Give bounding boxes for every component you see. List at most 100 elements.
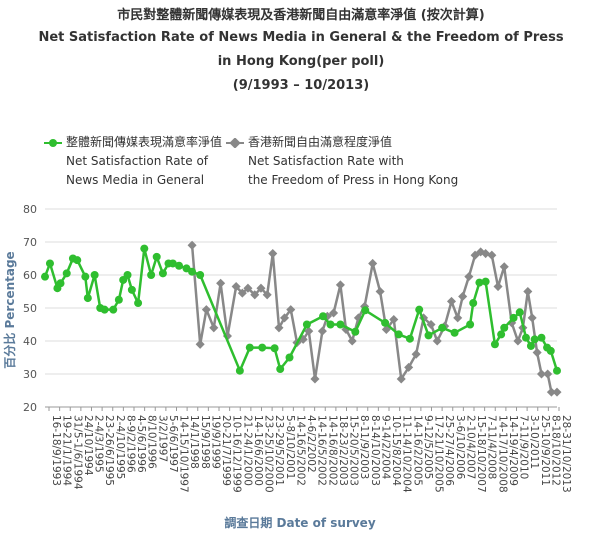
x-tick-label: 28-31/10/2013 xyxy=(560,415,572,493)
data-point xyxy=(481,277,490,286)
data-point xyxy=(187,240,197,250)
data-point xyxy=(201,305,211,315)
data-point xyxy=(62,269,71,278)
x-tick-label: 14-16/5/2002 xyxy=(316,415,328,486)
data-point xyxy=(499,262,509,272)
data-point xyxy=(81,272,90,281)
data-point xyxy=(335,280,345,290)
data-point xyxy=(375,286,385,297)
data-point xyxy=(134,299,143,308)
data-point xyxy=(100,305,109,314)
x-tick-label: 25-10/9/2011 xyxy=(539,415,551,486)
legend-label-zh: 整體新聞傳媒表現滿意率淨值 xyxy=(66,135,223,149)
legend-item-news-media[interactable]: 整體新聞傳媒表現滿意率淨值 Net Satisfaction Rate of N… xyxy=(44,133,222,190)
data-point xyxy=(453,313,463,323)
data-point xyxy=(490,340,499,349)
x-tick-label: 4-6/2/2002 xyxy=(305,415,317,473)
data-point xyxy=(526,341,535,350)
data-point xyxy=(90,271,99,279)
x-tick-label: 8-14/10/2003 xyxy=(369,415,381,486)
data-point xyxy=(450,328,459,337)
x-tick-label: 21-24/1/2000 xyxy=(241,415,253,486)
x-tick-label: 15/9/1998 xyxy=(199,415,211,469)
legend-label-en-line2: the Freedom of Press in Hong Kong xyxy=(248,173,459,187)
series-news-media xyxy=(41,244,561,375)
legend-marker-green xyxy=(44,138,62,147)
data-point xyxy=(168,259,177,268)
x-tick-label: 2-4/10/1995 xyxy=(114,415,126,479)
data-point xyxy=(523,286,533,297)
data-point xyxy=(521,333,530,342)
data-point xyxy=(258,343,267,352)
x-tick-label: 23-25/10/2000 xyxy=(263,415,275,493)
data-point xyxy=(368,258,378,268)
x-tick-label: 15-20/5/2003 xyxy=(348,415,360,486)
data-point xyxy=(347,336,357,346)
data-point xyxy=(276,365,285,374)
data-point xyxy=(56,279,65,288)
x-tick-label: 7-11/9/2010 xyxy=(518,415,530,479)
data-point xyxy=(351,327,360,336)
data-point xyxy=(216,278,226,288)
data-point xyxy=(466,320,475,329)
x-tick-label: 25-27/4/2006 xyxy=(443,415,455,486)
data-point xyxy=(41,272,49,281)
x-tick-label: 14-16/8/2002 xyxy=(326,415,338,486)
data-point xyxy=(515,308,524,317)
legend-item-press-freedom[interactable]: 香港新聞自由滿意程度淨值 Net Satisfaction Rate with … xyxy=(226,133,458,190)
y-tick-label: 60 xyxy=(23,269,37,282)
data-point xyxy=(152,252,161,261)
x-tick-label: 3/2/1997 xyxy=(156,415,168,462)
chart-title-period: (9/1993 – 10/2013) xyxy=(232,78,370,93)
data-point xyxy=(487,250,497,260)
data-point xyxy=(196,271,205,279)
y-tick-label: 50 xyxy=(23,302,37,315)
data-point xyxy=(147,271,156,279)
x-tick-label: 10-16/12/1999 xyxy=(231,415,243,493)
data-point xyxy=(73,256,82,265)
x-tick-label: 8-18/10/2012 xyxy=(549,415,561,486)
x-tick-label: 15-18/10/2007 xyxy=(475,415,487,493)
data-point xyxy=(475,278,484,287)
data-point xyxy=(231,282,241,292)
x-tick-label: 5-8/10/2001 xyxy=(284,415,296,479)
y-tick-label: 30 xyxy=(23,368,37,381)
data-point xyxy=(188,267,197,276)
x-tick-label: 8/10/1996 xyxy=(146,415,158,469)
x-tick-label: 3-6/10/2006 xyxy=(454,415,466,480)
data-point xyxy=(285,353,294,362)
legend-label-en-line1: Net Satisfaction Rate with xyxy=(248,154,404,168)
data-point xyxy=(317,326,327,336)
x-tick-label: 4-5/6/1996 xyxy=(135,415,147,473)
data-point xyxy=(270,344,279,353)
x-tick-label: 8-9/2/1996 xyxy=(124,415,136,473)
data-point xyxy=(140,244,149,253)
x-tick-label: 23-29/5/2001 xyxy=(273,415,285,486)
x-tick-label: 16-18/9/1993 xyxy=(50,415,62,486)
series-line xyxy=(43,247,559,372)
data-point xyxy=(415,305,424,314)
data-point xyxy=(361,306,370,315)
data-point xyxy=(432,336,442,346)
y-tick-label: 70 xyxy=(23,236,37,249)
x-tick-label: 8-11/9/2003 xyxy=(358,415,370,479)
data-point xyxy=(336,320,345,329)
x-tick-label: 31/5-1/6/1994 xyxy=(71,415,83,490)
x-tick-label: 17-21/10/2005 xyxy=(433,415,445,493)
data-point xyxy=(553,366,561,375)
x-tick-label: 2-4/3/1995 xyxy=(93,415,105,473)
data-point xyxy=(245,343,254,352)
data-point xyxy=(45,259,54,268)
data-point xyxy=(532,348,542,358)
y-tick-label: 20 xyxy=(23,401,37,414)
x-tick-label: 2-10/4/2007 xyxy=(464,415,476,479)
data-point xyxy=(302,320,311,329)
data-point xyxy=(109,305,118,314)
data-point xyxy=(319,312,328,321)
chart-title-english-line2: in Hong Kong(per poll) xyxy=(217,54,385,69)
data-point xyxy=(546,346,555,355)
data-point xyxy=(250,290,260,300)
data-point xyxy=(123,271,132,279)
x-tick-label: 14-17/10/2008 xyxy=(496,415,508,493)
